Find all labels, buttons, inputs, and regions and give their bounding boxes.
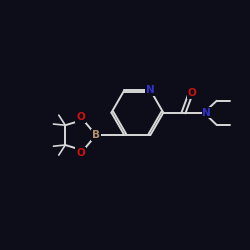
Text: O: O — [188, 88, 196, 98]
Text: N: N — [202, 108, 211, 118]
Text: O: O — [76, 148, 85, 158]
Text: O: O — [76, 112, 85, 122]
Text: B: B — [92, 130, 100, 140]
Text: N: N — [146, 85, 155, 95]
